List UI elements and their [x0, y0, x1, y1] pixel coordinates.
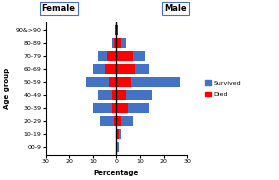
- Bar: [116, 103, 128, 113]
- Y-axis label: Age group: Age group: [4, 68, 10, 109]
- Bar: [116, 38, 126, 48]
- Bar: [116, 129, 121, 139]
- Bar: [93, 103, 116, 113]
- Bar: [105, 64, 116, 74]
- Bar: [116, 129, 119, 139]
- Bar: [115, 25, 116, 35]
- Bar: [116, 38, 121, 48]
- Bar: [116, 25, 118, 35]
- Text: Male: Male: [164, 4, 187, 13]
- Bar: [116, 64, 150, 74]
- Bar: [116, 51, 133, 61]
- Legend: Survived, Died: Survived, Died: [203, 78, 243, 100]
- Bar: [116, 77, 131, 87]
- Bar: [116, 90, 152, 100]
- Bar: [115, 25, 116, 35]
- Bar: [112, 103, 116, 113]
- Bar: [112, 38, 116, 48]
- Bar: [112, 90, 116, 100]
- Bar: [100, 116, 116, 126]
- Bar: [116, 116, 133, 126]
- Bar: [116, 90, 126, 100]
- Bar: [116, 103, 150, 113]
- Bar: [116, 64, 135, 74]
- Bar: [114, 38, 116, 48]
- Bar: [98, 51, 116, 61]
- Bar: [116, 142, 119, 152]
- Bar: [109, 77, 116, 87]
- Bar: [116, 51, 145, 61]
- Bar: [114, 116, 116, 126]
- Bar: [116, 77, 180, 87]
- Bar: [116, 116, 121, 126]
- X-axis label: Percentage: Percentage: [94, 170, 139, 176]
- Bar: [116, 25, 118, 35]
- Bar: [107, 51, 116, 61]
- Bar: [93, 64, 116, 74]
- Bar: [98, 90, 116, 100]
- Text: Female: Female: [42, 4, 76, 13]
- Bar: [86, 77, 116, 87]
